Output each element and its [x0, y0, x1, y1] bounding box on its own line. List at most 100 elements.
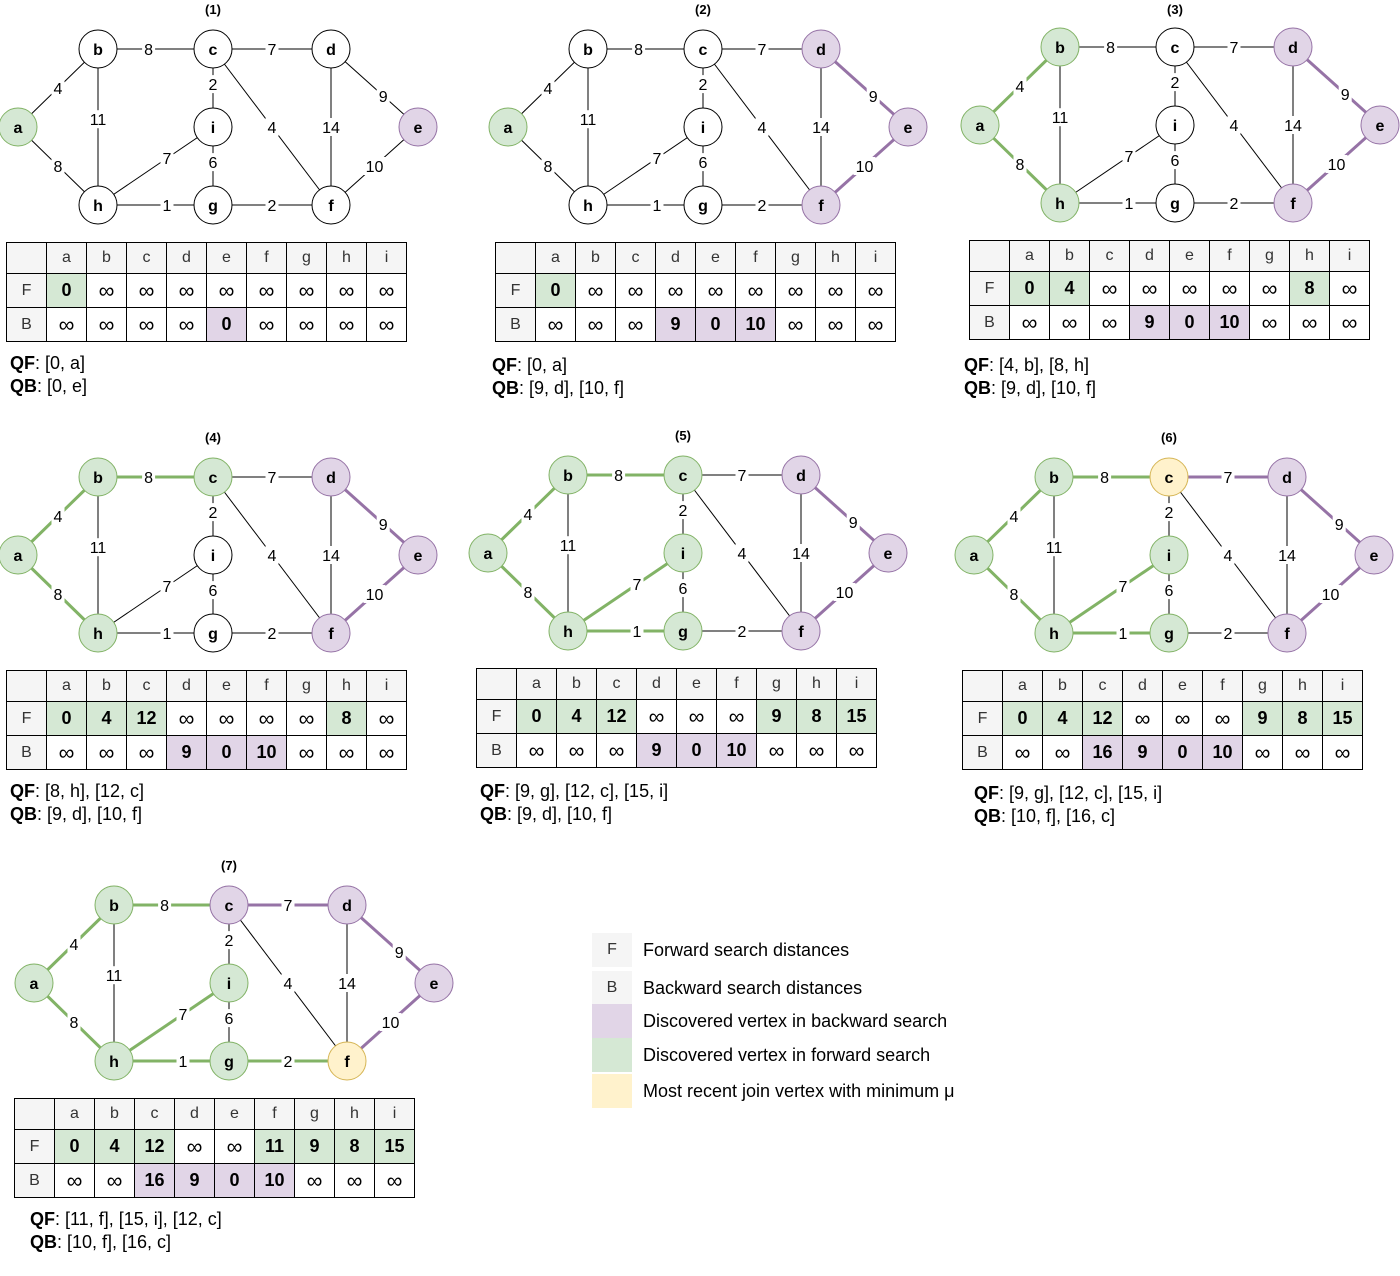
vertex-label-f: f: [818, 198, 824, 215]
vertex-label-i: i: [701, 120, 705, 137]
column-header: f: [246, 670, 287, 702]
vertex-a: [14, 963, 54, 1003]
edge-weight-a-h: 8: [54, 587, 63, 604]
vertex-h: [1040, 183, 1080, 223]
distance-cell-b: ∞: [1049, 305, 1090, 340]
edge-label-bg: [176, 1052, 190, 1070]
edge-weight-b-h: 11: [580, 112, 597, 129]
distance-cell-f: ∞: [246, 701, 287, 736]
column-header: c: [134, 1098, 175, 1130]
edge-weight-c-i: 2: [209, 505, 218, 522]
edge-label-bg: [160, 624, 174, 642]
column-header: f: [246, 242, 287, 274]
vertex-label-g: g: [698, 198, 708, 215]
distance-cell-d: ∞: [166, 307, 207, 342]
edge-label-bg: [1122, 194, 1136, 212]
backward-queue: QB: [10, f], [16, c]: [974, 805, 1162, 828]
edge-weight-c-d: 7: [738, 468, 747, 485]
column-header: b: [1042, 670, 1083, 702]
vertex-label-g: g: [1164, 626, 1174, 643]
edge-label-bg: [853, 157, 876, 175]
distance-cell-d: ∞: [1122, 701, 1163, 736]
legend-text-backward-distances: Backward search distances: [643, 978, 863, 998]
distance-cell-d: ∞: [655, 273, 696, 308]
distance-cell-b: ∞: [575, 307, 616, 342]
edge-label-bg: [206, 153, 220, 172]
distance-cell-e: 0: [695, 307, 736, 342]
distance-cell-i: 15: [1322, 701, 1363, 736]
distance-cell-g: ∞: [1249, 271, 1290, 306]
edge-weight-c-f: 4: [284, 976, 293, 993]
distance-cell-g: 9: [756, 699, 797, 734]
queue-label: QB: [974, 806, 1001, 826]
distance-cell-g: 9: [1242, 701, 1283, 736]
vertex-b: [78, 29, 118, 69]
vertex-i: [209, 963, 249, 1003]
edge-weight-h-g: 1: [179, 1054, 188, 1071]
column-header: h: [326, 242, 367, 274]
edge-label-bg: [67, 1013, 81, 1031]
column-header: b: [556, 668, 597, 700]
edge-weight-b-h: 11: [1052, 110, 1069, 127]
distance-cell-c: ∞: [126, 735, 167, 770]
edge-label-bg: [735, 622, 749, 640]
column-header: c: [596, 668, 637, 700]
step-title: (1): [205, 2, 221, 17]
edge-weight-g-f: 2: [1224, 626, 1233, 643]
distance-cell-h: 8: [334, 1129, 375, 1164]
priority-queues: QF: [0, a] QB: [9, d], [10, f]: [492, 354, 624, 400]
distance-cell-h: ∞: [326, 307, 367, 342]
queue-contents: : [8, h], [12, c]: [35, 781, 145, 801]
distance-cell-b: ∞: [1042, 735, 1083, 770]
edge-label-bg: [1325, 155, 1348, 173]
edge-label-bg: [87, 110, 109, 129]
edge-weight-g-f: 2: [758, 198, 767, 215]
distance-cell-f: ∞: [246, 273, 287, 308]
forward-distance-row: F 0 4 ∞ ∞ ∞ ∞ ∞ 8 ∞: [969, 271, 1370, 306]
vertex-d: [781, 455, 821, 495]
distance-cell-e: ∞: [206, 701, 247, 736]
vertex-label-c: c: [1171, 40, 1180, 57]
edge-weight-b-h: 11: [106, 968, 123, 985]
distance-cell-d: 9: [1129, 305, 1170, 340]
row-label: F: [962, 701, 1003, 736]
distance-cell-i: ∞: [1322, 735, 1363, 770]
column-header: e: [206, 242, 247, 274]
edge-weight-b-c: 8: [1106, 40, 1115, 57]
distance-cell-c: 12: [126, 701, 167, 736]
edge-weight-a-b: 4: [1016, 79, 1025, 96]
vertex-label-c: c: [225, 898, 234, 915]
vertex-b: [1034, 457, 1074, 497]
edge-label-bg: [51, 507, 65, 525]
distance-cell-e: 0: [1169, 305, 1210, 340]
distance-cell-b: 4: [1042, 701, 1083, 736]
distance-cell-g: 9: [294, 1129, 335, 1164]
backward-distance-row: B ∞ ∞ 16 9 0 10 ∞ ∞ ∞: [14, 1163, 415, 1198]
graph: 4 8 8 11 7 2 4 9 14 10 7 1 6 2 a b c d e f g h i: [14, 885, 454, 1081]
vertex-label-b: b: [93, 470, 103, 487]
vertex-label-e: e: [1370, 548, 1379, 565]
edge-label-bg: [336, 974, 358, 992]
column-header: g: [775, 242, 816, 274]
column-header: e: [206, 670, 247, 702]
distance-cell-a: ∞: [46, 307, 87, 342]
edge-weight-i-g: 6: [209, 583, 218, 600]
vertex-label-f: f: [1284, 626, 1290, 643]
distance-cell-c: 12: [596, 699, 637, 734]
backward-distance-row: B ∞ ∞ ∞ 9 0 10 ∞ ∞ ∞: [6, 735, 407, 770]
edge-weight-c-f: 4: [268, 120, 277, 137]
vertex-e: [1360, 105, 1400, 145]
edge-label-bg: [676, 579, 690, 598]
column-header: g: [286, 670, 327, 702]
vertex-b: [548, 455, 588, 495]
edge-weight-h-g: 1: [633, 624, 642, 641]
edge-weight-c-d: 7: [268, 470, 277, 487]
edge-weight-a-b: 4: [54, 81, 63, 98]
edge-label-bg: [1221, 624, 1235, 642]
distance-cell-c: ∞: [596, 733, 637, 768]
backward-distance-row: B ∞ ∞ ∞ 9 0 10 ∞ ∞ ∞: [969, 305, 1370, 340]
column-header: h: [796, 668, 837, 700]
edge-weight-i-g: 6: [225, 1011, 234, 1028]
distance-cell-c: 16: [134, 1163, 175, 1198]
distance-cell-f: 11: [254, 1129, 295, 1164]
